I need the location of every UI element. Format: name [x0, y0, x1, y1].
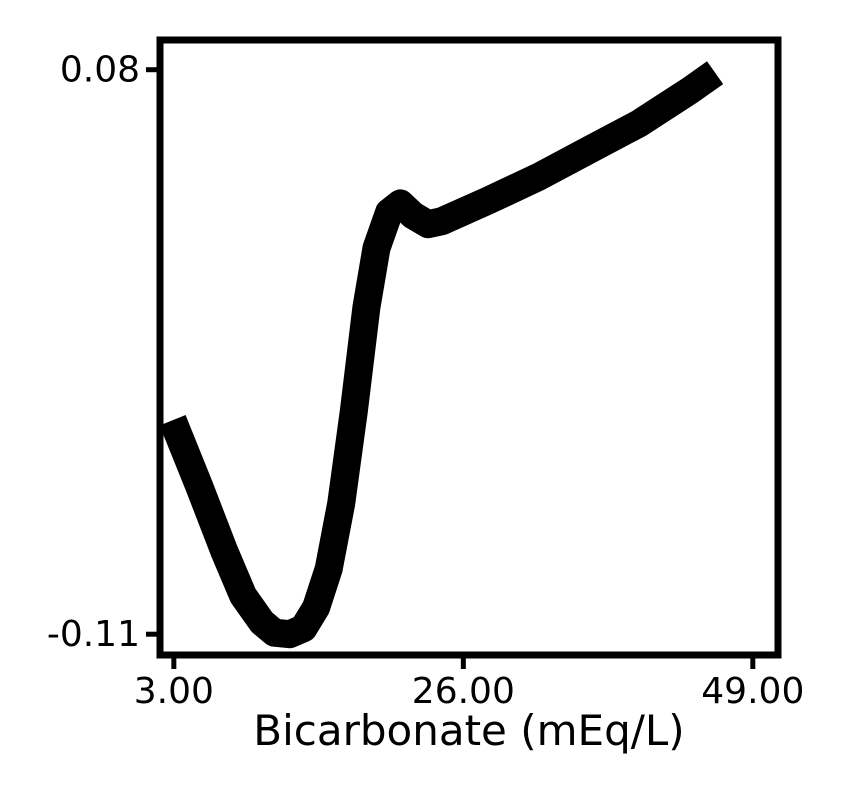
series-layer	[159, 61, 724, 649]
series-line-0	[159, 61, 724, 649]
y-tick-label-1: -0.11	[47, 614, 140, 655]
x-axis-title: Bicarbonate (mEq/L)	[253, 706, 684, 755]
y-tick-label-0: 0.08	[60, 50, 140, 91]
x-tick-label-0: 3.00	[134, 671, 214, 712]
x-tick-label-2: 49.00	[701, 671, 804, 712]
x-tick-label-1: 26.00	[412, 671, 515, 712]
plot-frame	[156, 36, 782, 659]
ticks-layer: 3.00 26.00 49.00 0.08 -0.11	[47, 50, 805, 712]
